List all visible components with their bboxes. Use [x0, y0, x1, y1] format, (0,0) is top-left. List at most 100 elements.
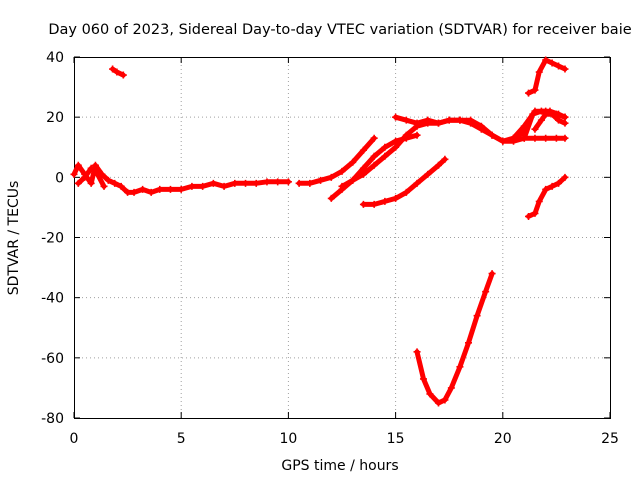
data-point — [531, 209, 539, 217]
data-point — [317, 176, 325, 184]
data-point — [284, 178, 292, 186]
data-point — [370, 161, 378, 169]
data-point — [74, 161, 82, 169]
data-point — [370, 200, 378, 208]
data-point — [488, 131, 496, 139]
data-point — [561, 113, 569, 121]
data-point — [456, 363, 464, 371]
data-point — [413, 179, 421, 187]
data-point — [338, 182, 346, 190]
data-point — [531, 86, 539, 94]
x-tick-label: 25 — [601, 431, 619, 447]
y-axis-ticks: 40 20 0 -20 -40 -60 -80 — [41, 50, 610, 427]
data-point — [402, 116, 410, 124]
data-point — [561, 173, 569, 181]
data-point — [467, 119, 475, 127]
data-point — [327, 173, 335, 181]
data-point — [392, 113, 400, 121]
data-point — [370, 152, 378, 160]
x-axis-label: GPS time / hours — [281, 458, 398, 474]
data-point — [447, 384, 455, 392]
data-point — [537, 116, 545, 124]
data-point — [426, 390, 434, 398]
data-point — [381, 143, 389, 151]
data-point — [156, 185, 164, 193]
data-point — [473, 312, 481, 320]
series-line-seg10 — [414, 271, 495, 406]
data-point — [327, 194, 335, 202]
data-point — [542, 134, 550, 142]
data-point — [113, 68, 121, 76]
x-tick-label: 5 — [177, 431, 186, 447]
data-point — [552, 134, 560, 142]
data-point — [413, 348, 421, 356]
data-point — [555, 110, 563, 118]
data-point — [94, 170, 102, 178]
data-point — [104, 176, 112, 184]
data-point — [392, 143, 400, 151]
data-point — [419, 375, 427, 383]
data-point — [139, 185, 147, 193]
data-point — [402, 131, 410, 139]
data-point — [548, 110, 556, 118]
x-tick-label: 0 — [70, 431, 79, 447]
y-tick-label: -80 — [41, 411, 64, 427]
data-point — [441, 155, 449, 163]
data-point — [499, 137, 507, 145]
data-point — [359, 200, 367, 208]
data-point — [424, 170, 432, 178]
data-point — [349, 158, 357, 166]
data-point — [441, 396, 449, 404]
data-point — [424, 116, 432, 124]
data-point — [535, 68, 543, 76]
data-point — [199, 182, 207, 190]
data-point — [242, 179, 250, 187]
data-point — [548, 182, 556, 190]
data-point — [531, 125, 539, 133]
data-point — [87, 179, 95, 187]
data-point — [81, 173, 89, 181]
y-tick-label: 40 — [46, 50, 64, 66]
x-axis-ticks: 0 5 10 15 20 25 — [70, 57, 619, 447]
data-point — [263, 178, 271, 186]
data-point — [147, 188, 155, 196]
data-point — [537, 107, 545, 115]
data-point — [220, 182, 228, 190]
data-point — [87, 164, 95, 172]
data-point — [555, 116, 563, 124]
x-tick-label: 15 — [387, 431, 405, 447]
y-tick-label: -20 — [41, 231, 64, 247]
data-point — [392, 194, 400, 202]
data-point — [542, 110, 550, 118]
y-tick-label: 20 — [46, 110, 64, 126]
data-point — [306, 179, 314, 187]
data-point — [109, 65, 117, 73]
data-point — [188, 182, 196, 190]
data-point — [561, 134, 569, 142]
data-point — [413, 119, 421, 127]
data-point — [252, 179, 260, 187]
data-point — [510, 134, 518, 142]
data-point — [561, 119, 569, 127]
data-point — [338, 167, 346, 175]
data-point — [402, 188, 410, 196]
x-tick-label: 20 — [494, 431, 512, 447]
chart-title: Day 060 of 2023, Sidereal Day-to-day VTE… — [48, 22, 631, 38]
data-point — [535, 197, 543, 205]
data-point — [529, 110, 537, 118]
data-point — [117, 182, 125, 190]
data-point — [434, 119, 442, 127]
series-line-seg14 — [526, 57, 568, 96]
data-point — [177, 185, 185, 193]
y-tick-label: -60 — [41, 351, 64, 367]
data-point — [359, 164, 367, 172]
data-point — [464, 339, 472, 347]
data-point — [74, 179, 82, 187]
data-point — [477, 125, 485, 133]
data-point — [542, 56, 550, 64]
data-point — [70, 170, 78, 178]
data-point — [381, 152, 389, 160]
data-point — [434, 161, 442, 169]
data-point — [370, 134, 378, 142]
